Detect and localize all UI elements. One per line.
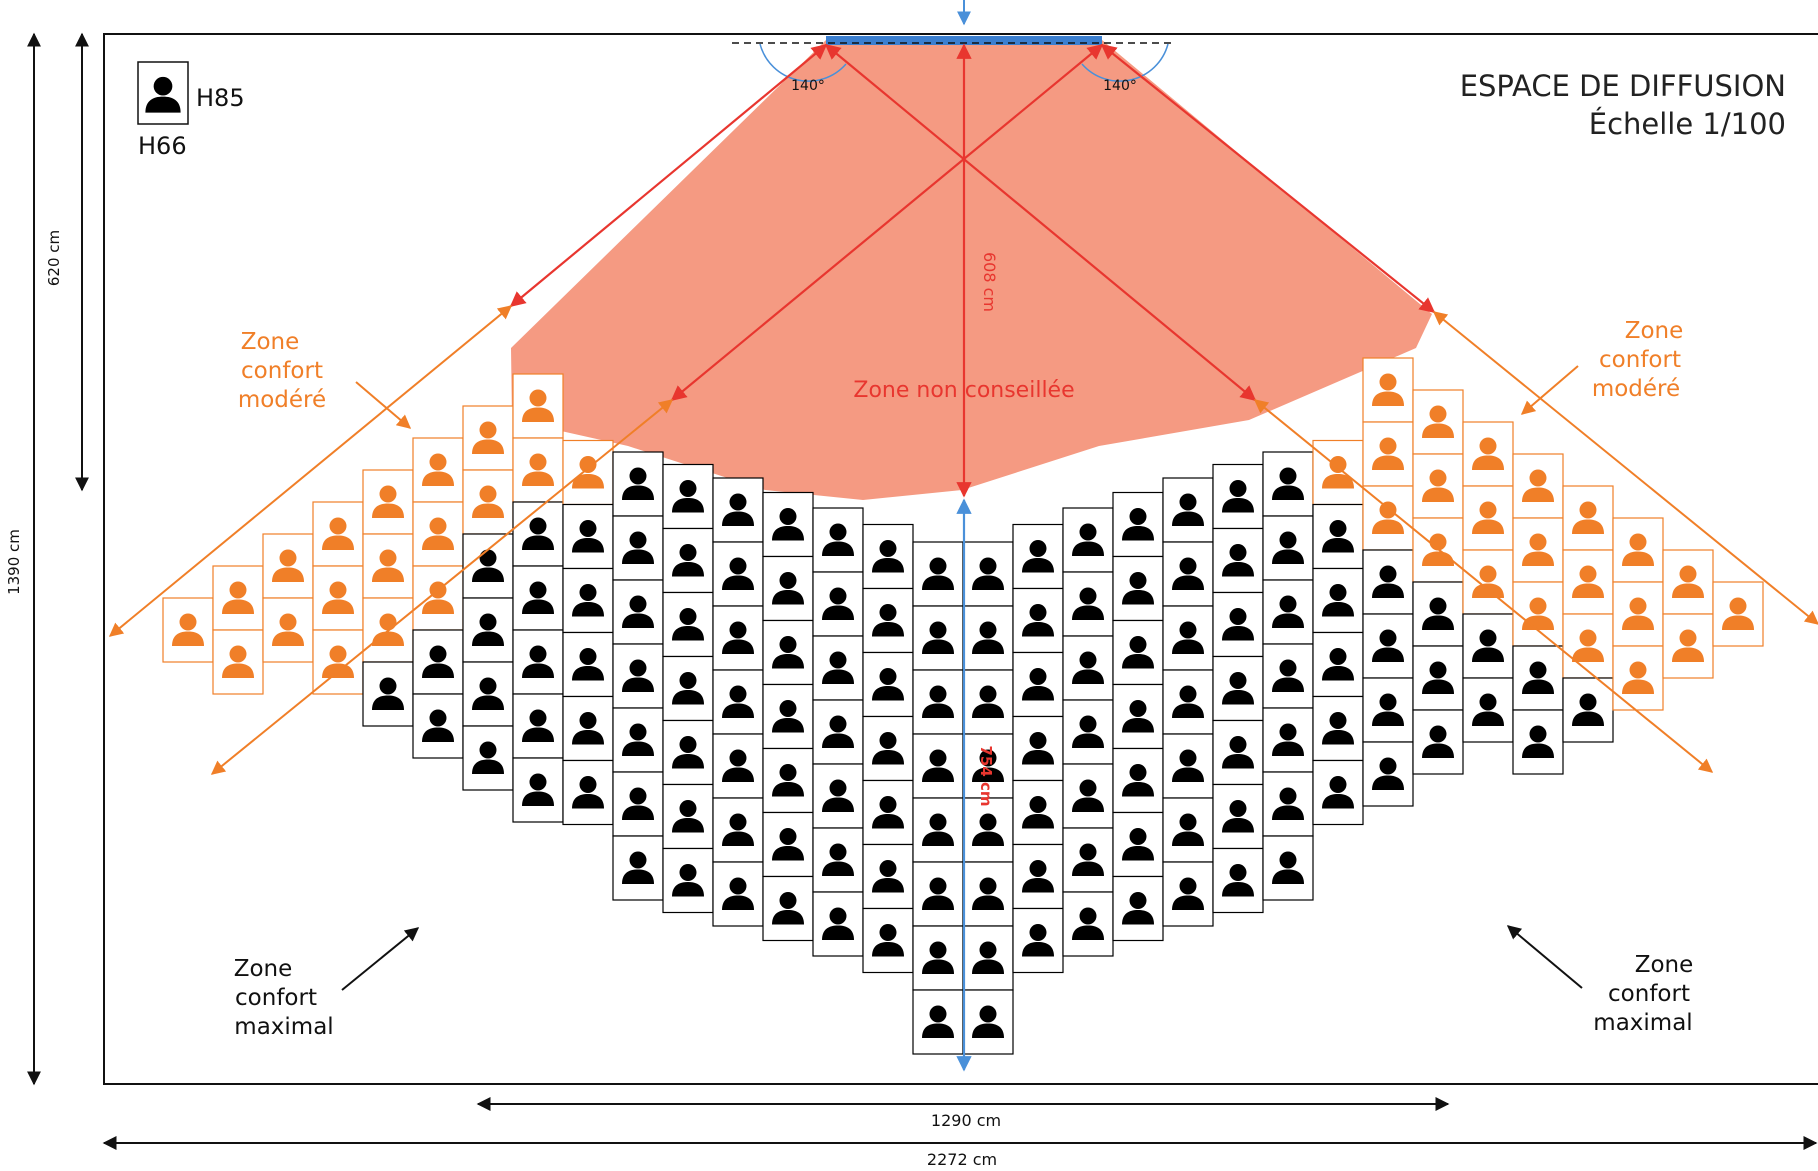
dimension-seating-width-label: 1290 cm bbox=[931, 1111, 1001, 1130]
room-frame bbox=[103, 33, 1818, 1085]
zone-maximal-left-line2: confort bbox=[235, 985, 317, 1011]
moderate-pointer-left bbox=[355, 381, 412, 429]
maximal-pointer-right bbox=[1506, 925, 1583, 989]
zone-maximal-right-label: Zone confort maximal bbox=[1593, 952, 1693, 1036]
zone-moderate-left-label: Zone confort modéré bbox=[238, 329, 326, 413]
sightline-right-cross bbox=[824, 44, 1257, 401]
zone-not-advised-label: Zone non conseillée bbox=[853, 378, 1074, 403]
zone-maximal-right-line3: maximal bbox=[1593, 1010, 1692, 1036]
angle-label-right: 140° bbox=[1103, 78, 1137, 94]
maximal-pointer-left bbox=[341, 927, 420, 991]
zone-moderate-right-line1: Zone bbox=[1625, 318, 1684, 344]
zone-maximal-left-label: Zone confort maximal bbox=[234, 956, 334, 1040]
diagram-title: ESPACE DE DIFFUSION bbox=[1460, 69, 1786, 103]
zone-moderate-left-line1: Zone bbox=[241, 329, 300, 355]
legend-height-standing: H85 bbox=[196, 84, 245, 112]
zone-moderate-right-label: Zone confort modéré bbox=[1592, 318, 1683, 402]
moderate-comfort-lines bbox=[108, 305, 1818, 775]
zone-maximal-right-line2: confort bbox=[1608, 981, 1690, 1007]
screen bbox=[826, 36, 1102, 45]
seat-maximal bbox=[862, 779, 914, 846]
dimension-total-width-label: 2272 cm bbox=[927, 1150, 997, 1169]
diagram-scale: Échelle 1/100 bbox=[1589, 107, 1786, 141]
legend-height-seated: H66 bbox=[138, 132, 187, 160]
sightlines-red bbox=[509, 43, 1436, 498]
angle-label-left: 140° bbox=[791, 78, 825, 94]
moderate-pointer-right bbox=[1520, 365, 1579, 415]
moderate-line-left-inner bbox=[210, 399, 674, 775]
dimension-upper-height-label: 620 cm bbox=[45, 230, 63, 286]
moderate-line-right-inner bbox=[1253, 399, 1714, 773]
zone-maximal-left-line1: Zone bbox=[234, 956, 293, 982]
dimension-total-height-label: 1390 cm bbox=[5, 529, 23, 595]
dimension-screen-to-seats-label: 608 cm bbox=[980, 252, 999, 312]
dimension-seats-depth-label: 754 cm bbox=[977, 745, 995, 806]
zone-moderate-right-line3: modéré bbox=[1592, 376, 1680, 402]
zone-maximal-right-line1: Zone bbox=[1635, 952, 1694, 978]
zone-moderate-right-line2: confort bbox=[1599, 347, 1681, 373]
zone-maximal-left-line3: maximal bbox=[234, 1014, 333, 1040]
zone-moderate-left-line2: confort bbox=[241, 358, 323, 384]
zone-moderate-left-line3: modéré bbox=[238, 387, 326, 413]
